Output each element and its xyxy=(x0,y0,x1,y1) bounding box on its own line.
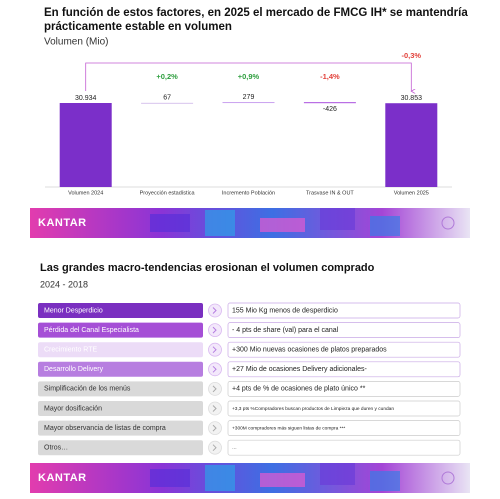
chevron-circle xyxy=(208,440,222,455)
chevron xyxy=(212,326,217,334)
banner xyxy=(30,208,470,238)
impact-label: +4 pts de % de ocasiones de plato único … xyxy=(232,386,366,393)
driver-pill xyxy=(38,381,203,397)
bar xyxy=(303,102,356,104)
change-label: -1,4% xyxy=(320,72,340,81)
chevron-circle xyxy=(208,303,222,318)
driver-label: Mayor observancia de listas de compra xyxy=(44,425,166,432)
change-label: -0,3% xyxy=(402,51,422,60)
bar xyxy=(59,103,112,187)
impact-box xyxy=(227,420,461,436)
banner-shape xyxy=(150,214,190,232)
title-line: prácticamente estable en volumen xyxy=(44,21,232,33)
change-label: +0,2% xyxy=(156,72,178,81)
chevron xyxy=(212,365,217,373)
driver-label: Otros… xyxy=(44,445,68,452)
waterfall-chart: 30.934 Volumen 2024 67 Proyección estadísti… xyxy=(59,51,438,196)
chevron xyxy=(212,346,217,354)
banner-icon xyxy=(441,216,455,230)
bracket xyxy=(85,62,412,91)
driver-label: Crecimiento RTE xyxy=(44,347,97,354)
category-label: Proyección estadística xyxy=(140,190,196,196)
value-label: 67 xyxy=(163,95,171,102)
value-label: -426 xyxy=(323,106,337,113)
banner-shape xyxy=(260,473,305,487)
banners: KANTAR KANTAR xyxy=(30,208,470,493)
driver-pill xyxy=(38,440,203,456)
impact-label: - 4 pts de share (val) para el canal xyxy=(232,327,339,334)
chevron-circle xyxy=(208,323,222,338)
driver-label: Simplificación de los menús xyxy=(44,386,131,393)
category-label: Trasvase IN & OUT xyxy=(306,190,354,196)
impact-box xyxy=(227,381,461,397)
category-label: Volumen 2024 xyxy=(68,190,103,196)
trends-table: Menor Desperdicio 155 Mio Kg menos de des… xyxy=(38,302,461,456)
banner-icon xyxy=(441,471,455,485)
impact-box xyxy=(227,341,461,358)
chevron xyxy=(212,385,217,393)
category-label: Volumen 2025 xyxy=(394,190,429,196)
impact-box xyxy=(227,400,461,417)
value-label: 30.934 xyxy=(75,95,97,102)
driver-pill xyxy=(38,401,203,416)
driver-label: Menor Desperdicio xyxy=(44,307,103,314)
impact-label: +300M compradores más siguen listas de c… xyxy=(232,425,345,431)
banner-shape xyxy=(320,463,355,485)
banner-shape xyxy=(370,216,400,236)
category-label: Incremento Población xyxy=(222,190,275,196)
impact-label: 155 Mio Kg menos de desperdicio xyxy=(232,307,338,314)
driver-label: Mayor dosificación xyxy=(44,405,102,412)
banner-logo: KANTAR xyxy=(38,472,87,484)
impact-label: +27 Mio de ocasiones Delivery adicionale… xyxy=(232,366,367,373)
banner-shape xyxy=(205,210,235,236)
banner-shape xyxy=(370,471,400,491)
banner xyxy=(30,463,470,493)
driver-pill xyxy=(38,322,203,338)
bar xyxy=(385,103,438,187)
chevron xyxy=(212,424,217,432)
driver-pill xyxy=(38,342,203,358)
chevron xyxy=(212,307,217,314)
chevron xyxy=(212,405,217,412)
impact-label: +3,3 pts %Compradores buscan productos d… xyxy=(232,406,394,412)
impact-box xyxy=(227,439,461,456)
impact-box xyxy=(227,322,461,338)
banner-shape xyxy=(150,469,190,487)
chevron-circle xyxy=(208,362,222,377)
chevron-circle xyxy=(208,401,222,416)
title-line: En función de estos factores, en 2025 el… xyxy=(44,7,468,19)
banner-logo: KANTAR xyxy=(38,217,87,229)
impact-label: … xyxy=(232,446,237,451)
banner-shape xyxy=(320,208,355,230)
value-label: 30.853 xyxy=(401,95,423,102)
bar xyxy=(141,102,194,104)
chevron xyxy=(212,444,217,452)
chevron-circle xyxy=(208,421,222,436)
change-label: +0,9% xyxy=(238,72,260,81)
driver-label: Pérdida del Canal Especialista xyxy=(44,327,139,334)
impact-box xyxy=(227,302,461,319)
banner-shape xyxy=(260,218,305,232)
driver-label: Desarrollo Delivery xyxy=(44,366,104,373)
impact-box xyxy=(227,361,461,378)
bar xyxy=(222,102,275,104)
driver-pill xyxy=(38,361,203,377)
banner-shape xyxy=(205,465,235,491)
impact-label: +300 Mio nuevas ocasiones de platos prep… xyxy=(232,347,387,354)
driver-pill xyxy=(38,303,203,318)
subtitle: Volumen (Mio) xyxy=(44,37,108,48)
chevron-circle xyxy=(208,342,222,357)
section-title: Las grandes macro-tendencias erosionan e… xyxy=(40,262,375,274)
section-period: 2024 - 2018 xyxy=(40,279,88,289)
chevron-circle xyxy=(208,381,222,396)
value-label: 279 xyxy=(243,94,255,101)
driver-pill xyxy=(38,420,203,436)
